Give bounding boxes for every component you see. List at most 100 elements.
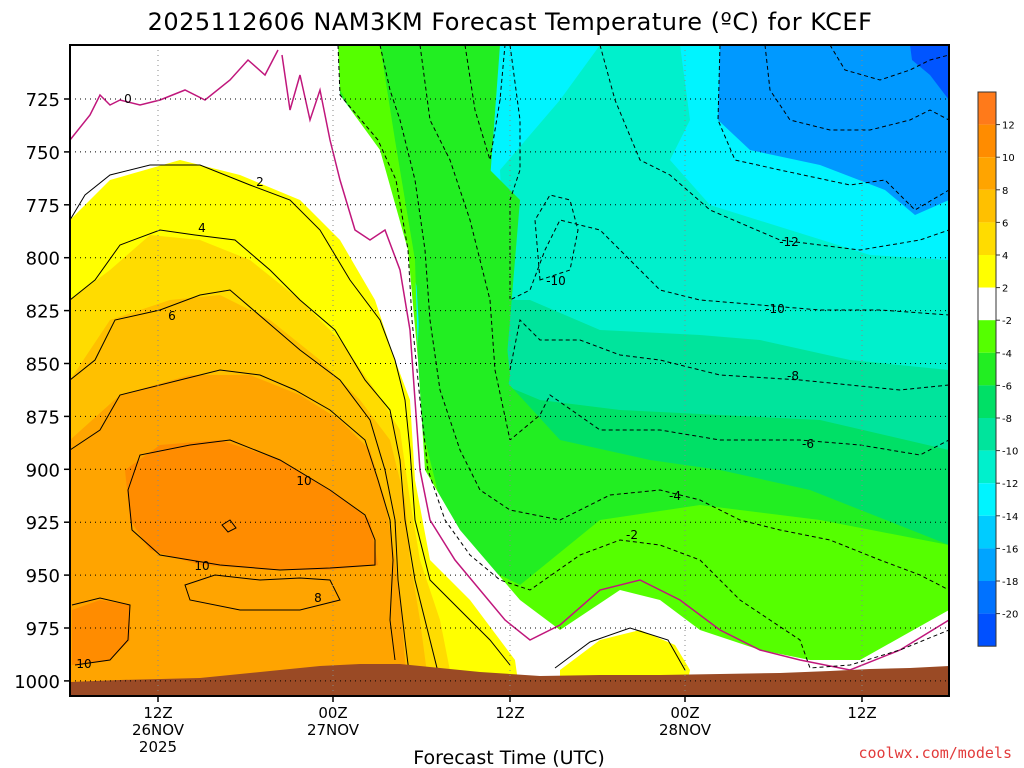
x-tick-label: 12Z <box>495 704 524 722</box>
y-axis-ticks: 725 750 775 800 825 850 875 900 925 950 975 1000 <box>14 90 70 693</box>
y-tick-label: 825 <box>26 302 60 323</box>
contour-labels: 0 2 4 6 10 10 8 10 -2 -4 -6 -8 -10 -10 -12 <box>76 92 814 671</box>
y-tick-label: 800 <box>26 249 60 270</box>
y-tick-label: 875 <box>26 407 60 428</box>
isotherm-0-right <box>281 54 950 671</box>
field-green-3 <box>338 45 949 696</box>
field-dark-orange-b <box>72 600 130 665</box>
contour-label: 10 <box>76 657 91 671</box>
colorbar-swatch <box>978 352 996 386</box>
colorbar-swatch <box>978 255 996 288</box>
colorbar-label: -10 <box>1002 447 1018 458</box>
colorbar-swatch <box>978 613 996 647</box>
colorbar-label: -16 <box>1002 544 1018 555</box>
colorbar-label: 4 <box>1002 251 1008 262</box>
isotherm-lines <box>69 44 950 681</box>
contour-label: 4 <box>198 221 206 235</box>
colorbar-swatch <box>978 189 996 223</box>
colorbar-label: -14 <box>1002 512 1018 523</box>
isotherm-pos8-low <box>184 574 341 611</box>
isotherm-neg2 <box>337 44 950 669</box>
isotherm-neg4 <box>379 44 950 591</box>
isotherm-pos10-small <box>221 519 237 533</box>
contour-label: 10 <box>296 474 311 488</box>
credit-text: coolwx.com/models <box>858 744 1012 762</box>
isotherm-neg18 <box>829 44 950 81</box>
colorbar: 12 10 8 6 4 2 -2 -4 -6 -8 -10 -12 -14 -16 -18 -20 <box>977 91 1018 647</box>
isotherm-pos6 <box>69 289 411 681</box>
y-tick-label: 925 <box>26 513 60 534</box>
colorbar-swatch <box>978 450 996 484</box>
colorbar-swatch <box>978 320 996 353</box>
contour-label: 6 <box>168 309 176 323</box>
colorbar-label: 6 <box>1002 218 1008 229</box>
colorbar-frame <box>977 91 997 647</box>
isotherm-pos10 <box>127 439 376 571</box>
x-tick-label: 26NOV <box>132 721 185 739</box>
isotherm-pos10-low <box>71 597 131 666</box>
colorbar-label: 12 <box>1002 121 1015 132</box>
colorbar-label: -20 <box>1002 610 1018 621</box>
x-tick-label: 2025 <box>139 738 177 756</box>
colorbar-swatch <box>978 124 996 158</box>
y-tick-label: 850 <box>26 355 60 376</box>
x-tick-label: 12Z <box>143 704 172 722</box>
isotherm-pos2 <box>69 164 511 666</box>
colorbar-swatch <box>978 92 996 125</box>
contour-label: 0 <box>124 92 132 106</box>
x-tick-label: 28NOV <box>659 721 712 739</box>
chart-title: 2025112606 NAM3KM Forecast Temperature (… <box>148 8 873 36</box>
colorbar-label: 10 <box>1002 153 1015 164</box>
isotherm-neg10 <box>509 44 950 316</box>
colorbar-label: -12 <box>1002 479 1018 490</box>
colorbar-label: -18 <box>1002 577 1018 588</box>
contour-label: -8 <box>787 369 799 383</box>
y-tick-label: 1000 <box>14 672 60 693</box>
field-dark-blue <box>910 45 949 100</box>
x-tick-label: 12Z <box>847 704 876 722</box>
colorbar-swatch <box>978 515 996 549</box>
colorbar-swatch <box>978 385 996 418</box>
colorbar-label: -6 <box>1002 381 1012 392</box>
contour-label: -12 <box>779 235 799 249</box>
y-tick-label: 750 <box>26 143 60 164</box>
colorbar-label: -4 <box>1002 349 1012 360</box>
colorbar-swatch <box>978 287 996 321</box>
y-tick-label: 900 <box>26 460 60 481</box>
colorbar-swatch <box>978 581 996 614</box>
contour-label: 8 <box>314 591 322 605</box>
colorbar-label: 2 <box>1002 284 1008 295</box>
contour-label: -10 <box>546 274 566 288</box>
colorbar-swatch <box>978 157 996 190</box>
colorbar-label: 8 <box>1002 186 1008 197</box>
temperature-field <box>70 45 949 696</box>
contour-label: -2 <box>626 528 638 542</box>
grid-lines <box>70 45 949 696</box>
x-axis-label: Forecast Time (UTC) <box>413 747 604 768</box>
isotherm-neg6 <box>419 44 950 456</box>
y-tick-label: 950 <box>26 566 60 587</box>
isotherm-neg12 <box>599 44 950 251</box>
colorbar-label: -8 <box>1002 414 1012 425</box>
contour-label: 2 <box>256 175 264 189</box>
x-tick-label: 00Z <box>318 704 347 722</box>
y-tick-label: 725 <box>26 90 60 111</box>
colorbar-swatch <box>978 548 996 581</box>
colorbar-swatch <box>978 222 996 255</box>
colorbar-swatch <box>978 418 996 451</box>
isotherm-pos8 <box>69 369 396 661</box>
y-tick-label: 975 <box>26 619 60 640</box>
colorbar-swatch <box>978 483 996 516</box>
isotherm-0-left <box>69 49 279 141</box>
contour-label: -10 <box>765 302 785 316</box>
isotherm-pos4 <box>69 229 441 681</box>
colorbar-label: -2 <box>1002 316 1012 327</box>
isotherm-neg8 <box>464 44 950 391</box>
contour-label: -6 <box>802 437 814 451</box>
contour-label: -4 <box>669 489 681 503</box>
y-tick-label: 775 <box>26 196 60 217</box>
x-tick-label: 27NOV <box>307 721 360 739</box>
field-dark-orange <box>125 440 378 570</box>
